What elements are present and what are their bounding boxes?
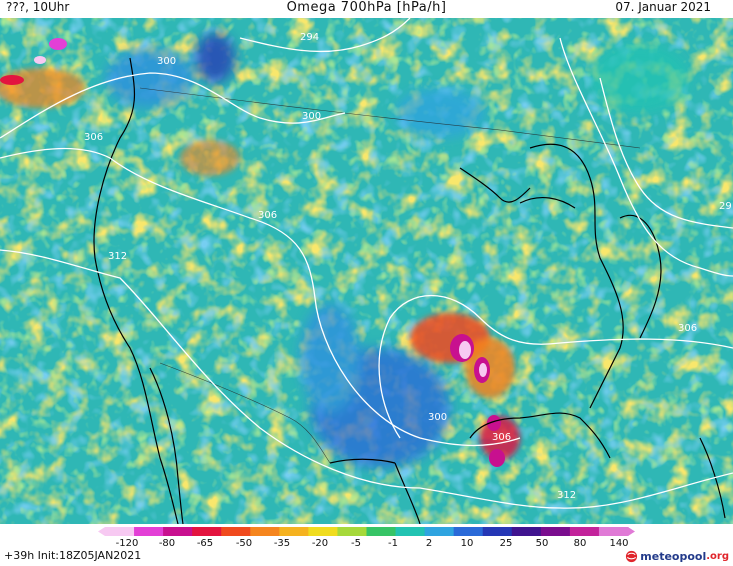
- color-scale-bar: [98, 527, 635, 536]
- forecast-date: 07. Januar 2021: [615, 0, 711, 14]
- color-scale-swatch: [511, 527, 542, 536]
- color-scale-tick-label: -80: [158, 538, 176, 549]
- contour-label: 29: [719, 201, 732, 212]
- contour-label: 306: [258, 210, 277, 221]
- contour-labels: 294 300 300 306 306 312 306 300 306 312 …: [84, 32, 732, 501]
- color-scale-swatch: [134, 527, 164, 536]
- coastlines: [93, 57, 726, 524]
- brand-tld: .org: [706, 550, 729, 562]
- contour-label: 306: [492, 432, 511, 443]
- contour-label: 300: [428, 412, 447, 423]
- color-scale-tick-label: -35: [273, 538, 291, 549]
- color-scale-swatch: [192, 527, 222, 536]
- chart-header: ???, 10Uhr Omega 700hPa [hPa/h] 07. Janu…: [0, 0, 733, 18]
- color-scale-tick-label: -5: [351, 538, 361, 549]
- color-scale-tick-label: 2: [425, 538, 433, 549]
- color-scale-swatch: [105, 527, 135, 536]
- contour-label: 306: [678, 323, 697, 334]
- color-scale-swatch: [482, 527, 513, 536]
- contour-label: 294: [300, 32, 319, 43]
- color-scale-swatch: [366, 527, 397, 536]
- color-scale-tick-label: 10: [460, 538, 474, 549]
- color-scale-swatch: [540, 527, 571, 536]
- globe-icon: [626, 550, 638, 562]
- map-title: Omega 700hPa [hPa/h]: [286, 0, 447, 15]
- contour-label: 306: [84, 132, 103, 143]
- color-scale-swatch: [279, 527, 309, 536]
- state-borders: [139, 87, 641, 464]
- color-scale-tick-label: -1: [388, 538, 398, 549]
- brand-name: meteopool: [640, 549, 707, 563]
- color-scale-swatch: [308, 527, 338, 536]
- max-cells: [0, 38, 505, 467]
- brand-logo: meteopool .org: [625, 548, 729, 564]
- color-scale-swatch: [569, 527, 600, 536]
- color-scale-swatch: [337, 527, 367, 536]
- color-scale-arrow-left: [98, 527, 105, 536]
- color-scale-swatch: [453, 527, 484, 536]
- color-scale-swatch: [250, 527, 280, 536]
- init-time-label: +39h Init:18Z05JAN2021: [4, 549, 142, 562]
- color-scale-tick-label: -20: [311, 538, 329, 549]
- color-scale-tick-label: -120: [115, 538, 139, 549]
- blue-zones: [105, 33, 690, 468]
- contour-label: 312: [108, 251, 127, 262]
- color-scale-tick-label: 25: [499, 538, 513, 549]
- omega-map: 294 300 300 306 306 312 306 300 306 312 …: [0, 18, 733, 524]
- color-scale-tick-label: -65: [196, 538, 214, 549]
- chart-footer: -120 -80 -65 -50 -35 -20 -5 -1 2 10 25 50 80 140 +39h…: [0, 524, 733, 566]
- color-scale-swatch: [163, 527, 193, 536]
- color-scale-ticks: -120 -80 -65 -50 -35 -20 -5 -1 2 10 25 50 80 140: [0, 538, 733, 552]
- color-scale-swatch: [598, 527, 629, 536]
- color-scale-arrow-right: [628, 527, 635, 536]
- color-scale-tick-label: 140: [609, 538, 629, 549]
- color-scale-tick-label: 50: [535, 538, 549, 549]
- color-scale-swatch: [424, 527, 455, 536]
- height-contours: [0, 18, 733, 509]
- contour-label: 300: [302, 111, 321, 122]
- color-scale-tick-label: -50: [235, 538, 253, 549]
- color-scale-swatch: [395, 527, 426, 536]
- valid-time-label: ???, 10Uhr: [6, 0, 70, 14]
- contour-label: 312: [557, 490, 576, 501]
- color-scale-tick-label: 80: [573, 538, 587, 549]
- color-scale-swatch: [221, 527, 251, 536]
- contour-label: 300: [157, 56, 176, 67]
